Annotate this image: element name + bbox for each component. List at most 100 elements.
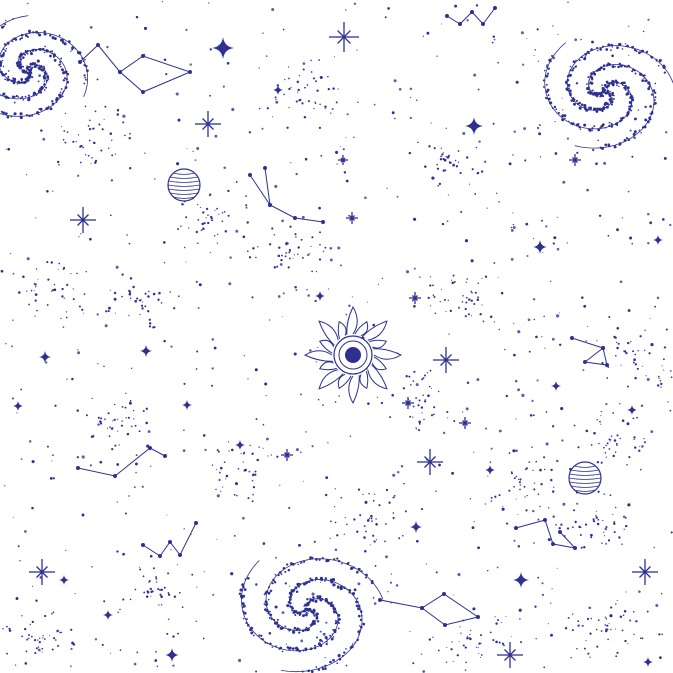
- star-dust-icon: [48, 634, 51, 636]
- star-dust-icon: [523, 127, 527, 130]
- star-dust-icon: [147, 295, 150, 298]
- star-dust-icon: [9, 252, 12, 255]
- star-dust-icon: [535, 460, 538, 463]
- star-dust-icon: [564, 627, 568, 630]
- star-dust-icon: [588, 606, 592, 610]
- star-dust-icon: [114, 312, 116, 314]
- star-dust-icon: [189, 63, 192, 66]
- constellation-icon: [163, 454, 167, 458]
- star-dust-icon: [650, 430, 654, 433]
- star-dust-icon: [342, 148, 345, 151]
- star-dust-icon: [277, 295, 281, 298]
- star-dust-icon: [617, 342, 620, 345]
- star-dust-icon: [142, 575, 145, 578]
- star-dust-icon: [449, 309, 452, 313]
- star-dust-icon: [517, 545, 521, 548]
- star-dust-icon: [429, 276, 432, 278]
- star-dust-icon: [375, 539, 378, 541]
- constellation-icon: [194, 521, 198, 525]
- star-dust-icon: [203, 222, 206, 225]
- star-dust-icon: [592, 519, 595, 523]
- star-dust-icon: [339, 264, 342, 267]
- star-dust-icon: [70, 628, 73, 631]
- star-dust-icon: [466, 19, 469, 22]
- star-dust-icon: [510, 472, 514, 475]
- star-dust-icon: [357, 582, 361, 586]
- star-dust-icon: [577, 620, 580, 623]
- star-dust-icon: [402, 387, 406, 390]
- planet-icon: [568, 461, 602, 495]
- star-dust-icon: [415, 397, 418, 399]
- star-dust-icon: [309, 349, 312, 352]
- star-dust-icon: [510, 228, 514, 232]
- star-dust-icon: [140, 298, 142, 300]
- star-dust-icon: [62, 326, 65, 328]
- star-dust-icon: [622, 515, 626, 518]
- star-dust-icon: [401, 534, 404, 537]
- star-dust-icon: [63, 130, 66, 132]
- star-dust-icon: [295, 448, 299, 452]
- star-dust-icon: [310, 245, 312, 248]
- star-dust-icon: [595, 162, 598, 166]
- star-dust-icon: [532, 298, 536, 301]
- star-dust-icon: [524, 468, 527, 471]
- star-dust-icon: [70, 50, 72, 53]
- star-dust-icon: [515, 449, 518, 453]
- star-dust-icon: [432, 294, 435, 296]
- star-dust-icon: [293, 352, 297, 356]
- star-dust-icon: [429, 305, 432, 307]
- star-dust-icon: [536, 28, 539, 31]
- star-dust-icon: [372, 534, 375, 537]
- star-dust-icon: [53, 283, 56, 286]
- star-dust-icon: [88, 139, 91, 142]
- star-dust-icon: [624, 516, 627, 519]
- star-dust-icon: [585, 429, 589, 433]
- star-dust-icon: [600, 414, 602, 416]
- star-dust-icon: [436, 163, 438, 166]
- star-dust-icon: [618, 536, 621, 539]
- star-dust-icon: [248, 131, 252, 134]
- sun-icon: [303, 305, 403, 405]
- star-dust-icon: [640, 404, 644, 408]
- star-dust-icon: [513, 477, 516, 480]
- star-dust-icon: [30, 635, 33, 638]
- star-dust-icon: [473, 303, 476, 305]
- star-dust-icon: [143, 26, 148, 30]
- star-dust-icon: [156, 665, 159, 667]
- star-dust-icon: [251, 452, 254, 456]
- star-dust-icon: [658, 633, 661, 636]
- star-dust-icon: [51, 612, 53, 615]
- star-dust-icon: [315, 270, 318, 273]
- star-dust-icon: [639, 445, 641, 448]
- star-dust-icon: [81, 455, 85, 459]
- star-dust-icon: [535, 637, 537, 640]
- star-dust-icon: [141, 485, 144, 488]
- star-dust-icon: [279, 484, 281, 486]
- star-dust-icon: [634, 376, 637, 380]
- star-dust-icon: [451, 471, 455, 475]
- star-dust-icon: [34, 315, 36, 317]
- star-dust-icon: [8, 627, 11, 630]
- star-dust-icon: [33, 638, 37, 642]
- sparkle-star-icon: [569, 154, 581, 166]
- star-dust-icon: [446, 410, 449, 414]
- star-dust-icon: [512, 226, 516, 229]
- star-dust-icon: [605, 543, 607, 545]
- star-dust-icon: [536, 379, 539, 382]
- star-dust-icon: [426, 31, 430, 35]
- star-dust-icon: [604, 624, 607, 626]
- star-dust-icon: [376, 396, 379, 399]
- star-dust-icon: [15, 597, 19, 600]
- star-dust-icon: [215, 488, 217, 491]
- star-dust-icon: [294, 285, 297, 289]
- star-dust-icon: [81, 513, 85, 517]
- star-dust-icon: [89, 237, 92, 241]
- star-dust-icon: [629, 236, 633, 240]
- star-dust-icon: [515, 498, 517, 500]
- star-dust-icon: [566, 242, 568, 244]
- star-dust-icon: [295, 289, 298, 292]
- star-dust-icon: [35, 268, 38, 270]
- star-dust-icon: [475, 646, 477, 648]
- star-dust-icon: [547, 623, 549, 625]
- star-dust-icon: [211, 338, 215, 341]
